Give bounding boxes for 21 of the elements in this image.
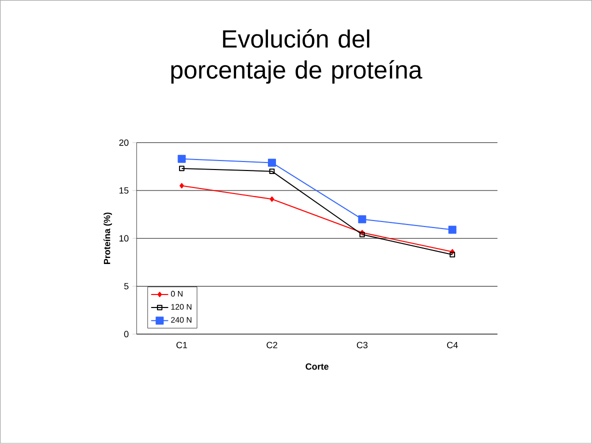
y-tick-label: 20 bbox=[119, 140, 128, 146]
point bbox=[358, 215, 366, 224]
y-axis-title: Proteína (%) bbox=[104, 212, 112, 264]
chart-title: Evolución del porcentaje de proteína bbox=[171, 29, 422, 84]
y-tick-label: 10 bbox=[120, 235, 128, 242]
point bbox=[180, 183, 184, 189]
x-tick-label: C4 bbox=[447, 342, 458, 348]
x-tick-label: C1 bbox=[176, 342, 188, 348]
point bbox=[269, 168, 275, 174]
y-tick-label: 5 bbox=[124, 283, 128, 290]
point bbox=[179, 166, 184, 172]
point bbox=[268, 158, 276, 167]
x-tick-label: C3 bbox=[356, 342, 368, 348]
x-tick-label: C2 bbox=[266, 342, 278, 348]
y-tick-label: 15 bbox=[120, 188, 128, 194]
x-axis-title: Corte bbox=[306, 364, 328, 370]
y-tick-label: 0 bbox=[124, 331, 128, 338]
point bbox=[178, 155, 186, 164]
point bbox=[450, 252, 456, 258]
point bbox=[448, 226, 456, 234]
point bbox=[270, 196, 274, 202]
